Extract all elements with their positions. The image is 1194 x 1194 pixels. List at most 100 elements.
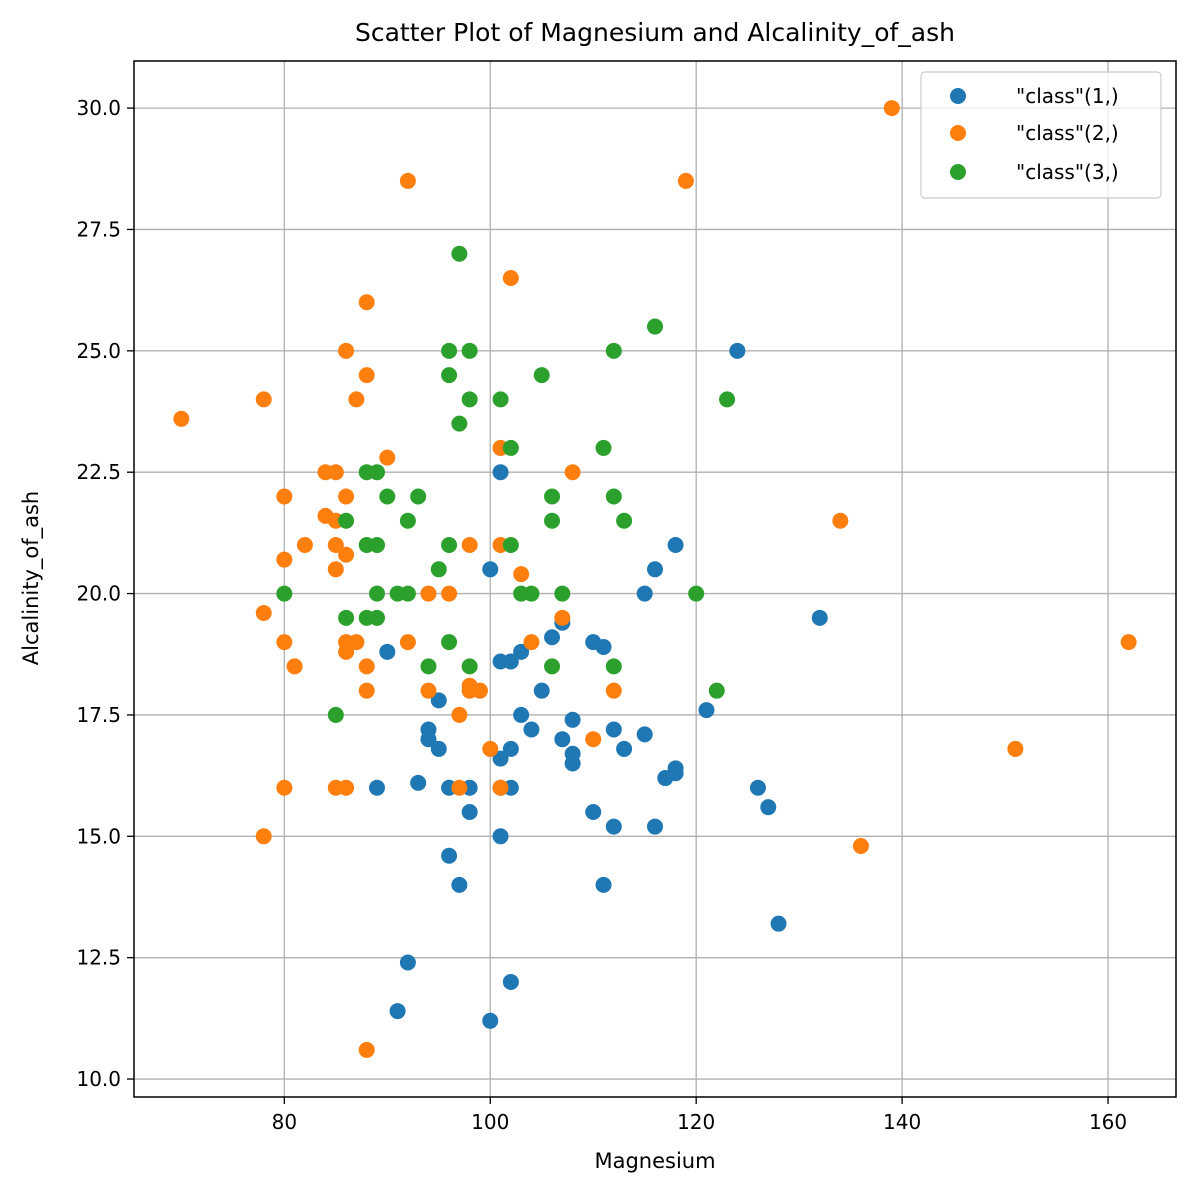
data-point-class-1 xyxy=(492,828,509,845)
data-point-class-2 xyxy=(492,779,509,796)
data-point-class-3 xyxy=(605,658,622,675)
data-point-class-1 xyxy=(564,755,581,772)
data-point-class-2 xyxy=(286,658,303,675)
data-point-class-2 xyxy=(358,367,375,384)
data-point-class-2 xyxy=(832,512,849,529)
y-tick-label: 10.0 xyxy=(76,1067,121,1091)
data-point-class-2 xyxy=(338,546,355,563)
data-point-class-2 xyxy=(399,634,416,651)
data-point-class-2 xyxy=(420,585,437,602)
data-point-class-2 xyxy=(399,172,416,189)
data-point-class-3 xyxy=(719,391,736,408)
data-point-class-3 xyxy=(368,464,385,481)
data-point-class-2 xyxy=(379,449,396,466)
data-point-class-3 xyxy=(399,585,416,602)
data-point-class-2 xyxy=(1007,740,1024,757)
data-point-class-1 xyxy=(451,876,468,893)
data-point-class-1 xyxy=(605,818,622,835)
data-point-class-1 xyxy=(554,731,571,748)
data-point-class-1 xyxy=(502,740,519,757)
data-point-class-1 xyxy=(760,799,777,816)
data-point-class-3 xyxy=(327,706,344,723)
y-tick-label: 25.0 xyxy=(76,339,121,363)
data-point-class-2 xyxy=(605,682,622,699)
series-class-2 xyxy=(173,100,1137,1058)
data-point-class-3 xyxy=(441,634,458,651)
plot-area xyxy=(133,60,1177,1098)
data-point-class-3 xyxy=(544,488,561,505)
data-point-class-3 xyxy=(338,609,355,626)
y-tick-label: 12.5 xyxy=(76,946,121,970)
axes-frame xyxy=(133,60,1177,1098)
data-point-class-2 xyxy=(482,740,499,757)
data-point-class-1 xyxy=(482,1012,499,1029)
legend-marker-class-1 xyxy=(950,88,966,104)
y-tick-label: 15.0 xyxy=(76,824,121,848)
data-point-class-1 xyxy=(430,692,447,709)
data-point-class-3 xyxy=(544,512,561,529)
data-point-class-1 xyxy=(605,721,622,738)
data-point-class-3 xyxy=(605,342,622,359)
data-point-class-2 xyxy=(883,100,900,117)
data-point-class-1 xyxy=(533,682,550,699)
data-point-class-2 xyxy=(276,551,293,568)
data-point-class-2 xyxy=(276,779,293,796)
data-point-class-3 xyxy=(544,658,561,675)
chart-title: Scatter Plot of Magnesium and Alcalinity… xyxy=(355,18,955,47)
x-axis-label: Magnesium xyxy=(594,1149,715,1173)
data-point-class-3 xyxy=(368,537,385,554)
data-point-class-3 xyxy=(492,391,509,408)
data-point-class-1 xyxy=(379,643,396,660)
data-point-class-3 xyxy=(502,537,519,554)
data-point-class-3 xyxy=(430,561,447,578)
data-point-class-1 xyxy=(544,629,561,646)
data-point-class-3 xyxy=(688,585,705,602)
data-point-class-1 xyxy=(729,342,746,359)
legend-marker-class-3 xyxy=(950,164,966,180)
data-point-class-3 xyxy=(420,658,437,675)
data-point-class-3 xyxy=(523,585,540,602)
data-point-class-1 xyxy=(749,779,766,796)
data-point-class-3 xyxy=(533,367,550,384)
data-point-class-2 xyxy=(513,566,530,583)
series-class-3 xyxy=(276,245,736,723)
data-point-class-2 xyxy=(338,779,355,796)
data-point-class-3 xyxy=(554,585,571,602)
data-point-class-2 xyxy=(338,643,355,660)
x-tick-label: 120 xyxy=(677,1110,715,1134)
data-point-class-1 xyxy=(461,804,478,821)
data-point-class-3 xyxy=(647,318,663,335)
legend-label-class-1: "class"(1,) xyxy=(1016,84,1119,108)
data-point-class-2 xyxy=(677,172,694,189)
data-point-class-2 xyxy=(255,604,272,621)
data-point-class-2 xyxy=(358,682,375,699)
data-point-class-2 xyxy=(173,410,190,427)
data-point-class-1 xyxy=(389,1003,406,1020)
data-point-class-2 xyxy=(585,731,602,748)
data-point-class-2 xyxy=(358,1041,375,1058)
data-point-class-3 xyxy=(595,439,612,456)
legend-label-class-2: "class"(2,) xyxy=(1016,121,1119,145)
data-point-class-2 xyxy=(564,464,581,481)
data-point-class-1 xyxy=(513,706,530,723)
data-point-class-1 xyxy=(657,770,674,787)
data-points xyxy=(173,100,1137,1058)
data-point-class-2 xyxy=(358,658,375,675)
data-point-class-2 xyxy=(338,342,355,359)
x-tick-label: 80 xyxy=(272,1110,297,1134)
y-axis-label: Alcalinity_of_ash xyxy=(19,491,44,665)
data-point-class-2 xyxy=(523,634,540,651)
y-tick-label: 20.0 xyxy=(76,582,121,606)
data-point-class-2 xyxy=(348,391,365,408)
data-point-class-1 xyxy=(667,537,684,554)
y-tick-label: 27.5 xyxy=(76,217,121,241)
data-point-class-2 xyxy=(451,779,468,796)
data-point-class-3 xyxy=(461,342,478,359)
y-tick-label: 30.0 xyxy=(76,96,121,120)
data-point-class-2 xyxy=(502,270,519,287)
data-point-class-3 xyxy=(368,609,385,626)
data-point-class-1 xyxy=(368,779,385,796)
data-point-class-3 xyxy=(379,488,396,505)
data-point-class-2 xyxy=(471,682,488,699)
